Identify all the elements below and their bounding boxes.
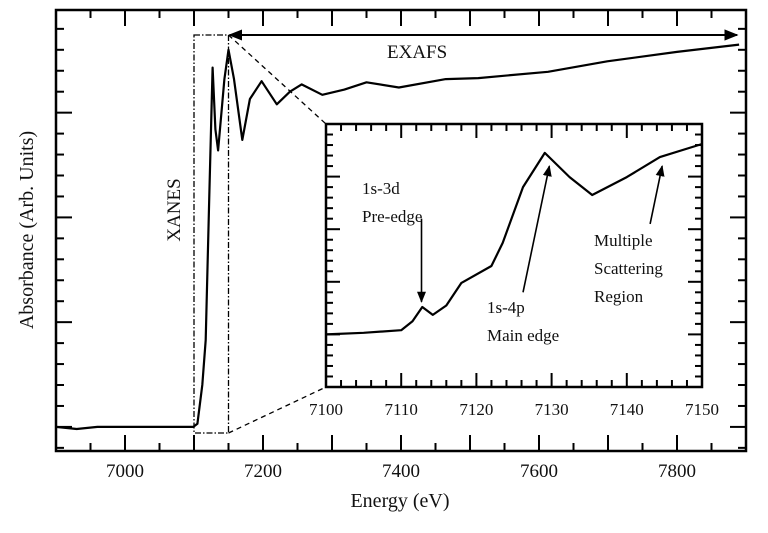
main-axis-ticks: [56, 10, 746, 451]
inset-annotation-text: Scattering: [594, 259, 663, 278]
x-tick-label: 7000: [106, 461, 144, 482]
inset-x-tick-label: 7140: [610, 400, 644, 419]
inset-x-tick-label: 7110: [385, 400, 418, 419]
inset-x-tick-label: 7100: [309, 400, 343, 419]
inset-annotations: 1s-3d Pre-edge 1s-4p Main edge Multiple Scatt…: [362, 164, 665, 345]
x-tick-label: 7600: [520, 461, 558, 482]
x-tick-label: 7800: [658, 461, 696, 482]
main-plot-frame: [54, 8, 748, 453]
inset-x-tick-label: 7150: [685, 400, 719, 419]
inset-x-tick-label: 7120: [459, 400, 493, 419]
x-tick-label: 7400: [382, 461, 420, 482]
xanes-label: XANES: [164, 178, 185, 241]
main-x-tick-labels: 7000 7200 7400 7600 7800: [106, 461, 696, 482]
inset-annotation-arrow: [649, 164, 665, 225]
inset-annotation-text: Pre-edge: [362, 207, 422, 226]
inset-annotation-text: 1s-3d: [362, 179, 400, 198]
zoom-connector-top: [228, 34, 327, 125]
inset-annotation-arrow: [522, 164, 552, 293]
inset-series-line: [325, 142, 703, 336]
x-axis-label: Energy (eV): [350, 490, 449, 512]
inset-annotation-text: Region: [594, 287, 644, 306]
inset-annotation-text: Multiple: [594, 231, 653, 250]
inset-x-tick-label: 7130: [535, 400, 569, 419]
inset-annotation-text: 1s-4p: [487, 298, 525, 317]
inset-x-tick-labels: 7100 7110 7120 7130 7140 7150: [309, 400, 719, 419]
y-axis-label: Absorbance (Arb. Units): [16, 131, 38, 329]
inset-chart: 7100 7110 7120 7130 7140 7150 1s-3dPre-edge1s…: [309, 122, 719, 419]
exafs-label: EXAFS: [387, 42, 447, 63]
inset-annotation-text: Main edge: [487, 326, 559, 345]
xanes-box: [193, 34, 230, 434]
inset-background: [326, 124, 702, 387]
x-tick-label: 7200: [244, 461, 282, 482]
inset-plot-frame: [324, 122, 704, 389]
